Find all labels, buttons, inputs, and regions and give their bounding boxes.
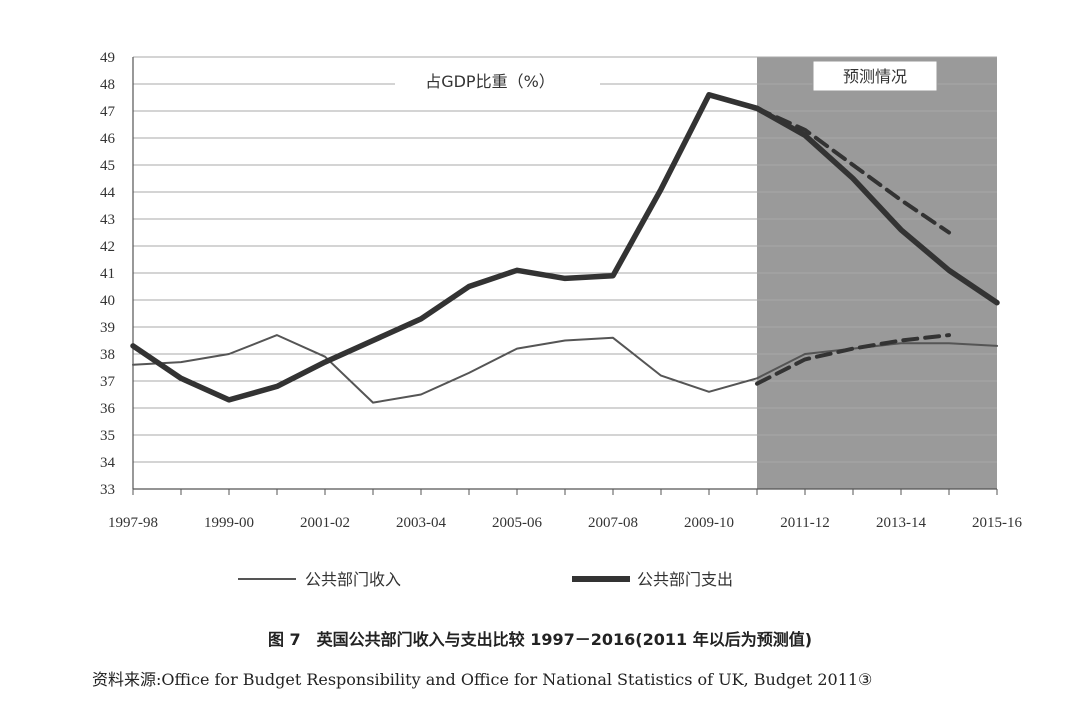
x-tick-label-1999-00: 1999-00	[204, 515, 254, 531]
chart-annotation: 占GDP比重（%）	[425, 72, 555, 91]
y-tick-label-38: 38	[100, 347, 115, 363]
y-tick-label-40: 40	[100, 293, 115, 309]
y-tick-label-34: 34	[100, 455, 116, 471]
legend-label-revenue: 公共部门收入	[305, 570, 401, 589]
y-tick-label-43: 43	[100, 212, 115, 228]
y-tick-label-48: 48	[100, 77, 115, 93]
x-tick-label-2009-10: 2009-10	[684, 515, 734, 531]
forecast-label-bg	[812, 60, 938, 92]
gridlines	[133, 56, 997, 490]
x-tick-label-2005-06: 2005-06	[492, 515, 542, 531]
x-tick-label-1997-98: 1997-98	[108, 515, 158, 531]
axes	[132, 57, 998, 495]
series-lines	[130, 92, 1000, 404]
y-tick-label-39: 39	[100, 320, 115, 336]
x-tick-label-2001-02: 2001-02	[300, 515, 350, 531]
figure-caption: 图 7 英国公共部门收入与支出比较 1997－2016(2011 年以后为预测值…	[267, 630, 813, 649]
y-tick-label-47: 47	[100, 104, 116, 120]
legend: 公共部门收入 公共部门支出	[238, 570, 733, 589]
series-line-2	[755, 106, 951, 235]
x-tick-label-2003-04: 2003-04	[396, 515, 446, 531]
x-tick-label-2011-12: 2011-12	[780, 515, 829, 531]
y-tick-label-33: 33	[100, 482, 115, 498]
y-tick-label-37: 37	[100, 374, 116, 390]
forecast-label: 预测情况	[843, 67, 907, 86]
y-tick-label-45: 45	[100, 158, 115, 174]
series-line-1	[130, 92, 1000, 403]
series-line-3	[755, 333, 951, 386]
y-axis-labels: 33 34 35 36 37 38 39 40 41 42 43 44 45 46 47 48 49	[100, 50, 116, 498]
y-tick-label-46: 46	[100, 131, 116, 147]
y-tick-label-42: 42	[100, 239, 115, 255]
annotation-bg	[395, 68, 600, 94]
x-tick-label-2013-14: 2013-14	[876, 515, 926, 531]
line-chart: 占GDP比重（%） 预测情况 33 34 35 36 37 38 39 40 41 42 43 44 4…	[100, 50, 1022, 589]
x-tick-label-2007-08: 2007-08	[588, 515, 638, 531]
legend-label-expenditure: 公共部门支出	[637, 570, 733, 589]
y-tick-label-35: 35	[100, 428, 115, 444]
y-tick-label-36: 36	[100, 401, 116, 417]
x-axis-labels: 1997-98 1999-00 2001-02 2003-04 2005-06 2007-…	[108, 515, 1022, 531]
y-tick-label-44: 44	[100, 185, 116, 201]
y-tick-label-41: 41	[100, 266, 115, 282]
y-tick-label-49: 49	[100, 50, 115, 66]
source-note: 资料来源:Office for Budget Responsibility an…	[92, 670, 873, 689]
x-tick-label-2015-16: 2015-16	[972, 515, 1022, 531]
